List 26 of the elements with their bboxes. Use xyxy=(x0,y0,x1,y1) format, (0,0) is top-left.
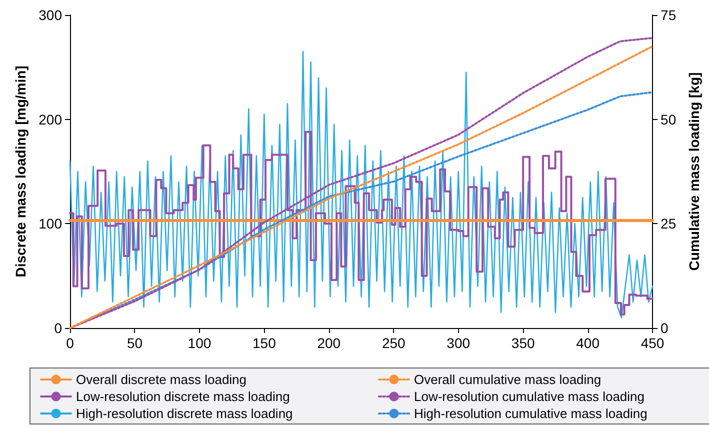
y-tick-label: 200 xyxy=(38,111,62,128)
legend-label: Low-resolution discrete mass loading xyxy=(76,389,290,404)
y-tick-label: 0 xyxy=(54,320,62,336)
y2-axis-title: Cumulative mass loading [kg] xyxy=(686,72,702,271)
x-tick-label: 250 xyxy=(382,335,406,351)
x-tick-label: 0 xyxy=(66,335,74,351)
y2-tick-label: 75 xyxy=(660,7,676,23)
x-tick-label: 200 xyxy=(317,335,341,351)
x-tick-label: 50 xyxy=(126,335,143,351)
y-tick-label: 100 xyxy=(38,216,62,232)
legend-label: High-resolution discrete mass loading xyxy=(76,406,293,421)
x-tick-label: 450 xyxy=(640,335,664,351)
x-tick-label: 100 xyxy=(188,335,212,351)
x-tick-label: 400 xyxy=(576,335,600,351)
legend-label: High-resolution cumulative mass loading xyxy=(414,406,648,421)
legend-label: Overall discrete mass loading xyxy=(76,372,247,387)
x-tick-label: 350 xyxy=(511,335,535,351)
legend-label: Overall cumulative mass loading xyxy=(414,372,602,387)
y-axis-title: Discrete mass loading [mg/min] xyxy=(12,66,29,278)
y2-tick-label: 25 xyxy=(660,216,676,232)
y2-tick-label: 50 xyxy=(660,111,676,128)
x-tick-label: 300 xyxy=(446,335,470,351)
y2-tick-label: 0 xyxy=(660,320,669,336)
y-tick-label: 300 xyxy=(38,7,62,23)
x-tick-label: 150 xyxy=(252,335,276,351)
legend-label: Low-resolution cumulative mass loading xyxy=(414,389,645,404)
